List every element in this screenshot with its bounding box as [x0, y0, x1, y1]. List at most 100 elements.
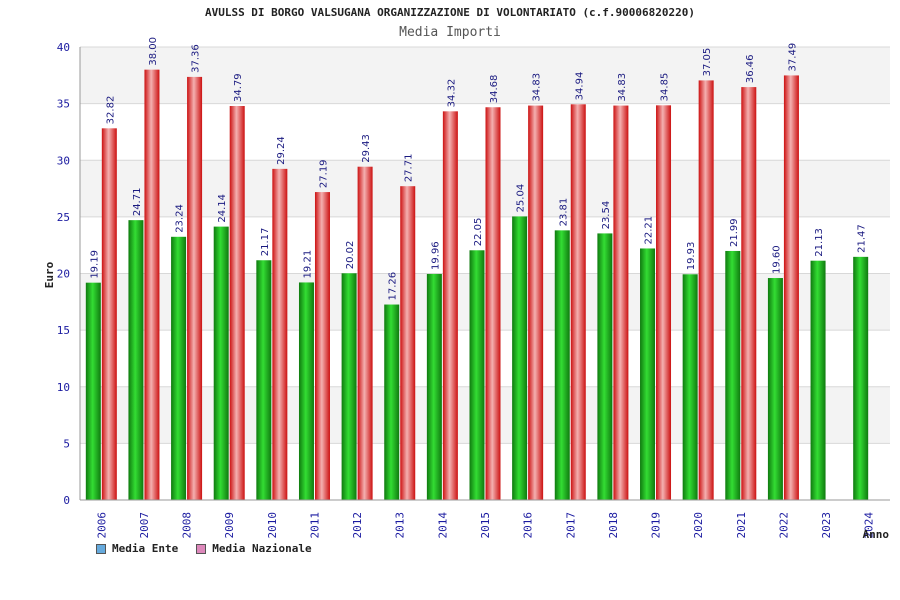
bar-media-ente [810, 260, 826, 500]
bar-media-ente [725, 250, 741, 500]
x-tick-label: 2007 [138, 512, 151, 539]
bar-media-ente [682, 274, 698, 500]
x-tick-label: 2013 [394, 512, 407, 539]
x-tick-label: 2014 [436, 512, 449, 539]
data-label: 29.24 [276, 136, 287, 165]
y-tick-label: 15 [57, 324, 70, 337]
chart-title: AVULSS DI BORGO VALSUGANA ORGANIZZAZIONE… [204, 6, 696, 19]
y-tick-label: 0 [63, 494, 70, 507]
bar-media-nazionale [741, 87, 757, 500]
bar-media-ente [640, 248, 656, 500]
y-axis-label: Euro [43, 261, 56, 288]
data-label: 38.00 [148, 37, 159, 66]
bars [85, 69, 869, 501]
data-label: 20.02 [345, 241, 356, 270]
bar-media-nazionale [314, 192, 330, 501]
bar-media-nazionale [698, 80, 714, 500]
x-tick-label: 2010 [266, 512, 279, 539]
data-label: 34.32 [446, 79, 457, 108]
bar-media-nazionale [400, 186, 416, 500]
bar-media-ente [128, 220, 144, 501]
bar-media-nazionale [442, 111, 458, 501]
y-tick-label: 30 [57, 154, 70, 167]
bar-media-nazionale [528, 105, 544, 501]
data-label: 34.68 [489, 75, 500, 104]
data-label: 19.60 [771, 245, 782, 274]
data-label: 23.54 [601, 201, 612, 230]
data-label: 34.94 [574, 72, 585, 101]
x-tick-label: 2024 [863, 512, 876, 539]
data-label: 23.24 [175, 204, 186, 233]
y-tick-label: 35 [57, 98, 70, 111]
data-label: 21.47 [857, 224, 868, 253]
data-label: 24.71 [132, 188, 143, 217]
y-tick-label: 25 [57, 211, 70, 224]
x-axis-label: Anno [863, 528, 890, 541]
axes: 0 5 10 15 20 25 30 35 40 2006 2007 2008 2009 2010 2011… [43, 41, 890, 541]
bar-media-ente [597, 233, 613, 501]
data-label: 37.49 [787, 43, 798, 72]
bar-media-ente [298, 282, 314, 500]
bar-media-nazionale [613, 105, 629, 501]
data-label: 37.05 [702, 48, 713, 77]
data-label: 34.83 [617, 73, 628, 102]
bar-media-ente [341, 273, 357, 500]
bar-media-nazionale [656, 105, 672, 500]
legend-item-media-nazionale: Media Nazionale [196, 542, 312, 555]
bar-media-ente [384, 304, 400, 500]
data-label: 37.36 [191, 44, 202, 73]
data-label: 17.26 [388, 272, 399, 301]
x-tick-label: 2021 [735, 512, 748, 539]
bar-media-nazionale [783, 75, 799, 500]
bar-media-ente [426, 273, 442, 500]
data-label: 22.05 [473, 218, 484, 247]
chart-subtitle: Media Importi [399, 25, 501, 40]
x-tick-label: 2006 [95, 512, 108, 539]
bar-media-nazionale [101, 128, 117, 500]
data-label: 27.19 [318, 159, 329, 188]
x-tick-label: 2023 [820, 512, 833, 539]
data-label: 21.99 [729, 218, 740, 247]
data-label: 19.19 [89, 250, 100, 279]
bar-media-nazionale [485, 107, 501, 501]
legend-item-media-ente: Media Ente [96, 542, 178, 555]
data-label: 34.83 [532, 73, 543, 102]
data-label: 21.17 [260, 228, 271, 257]
x-tick-label: 2018 [607, 512, 620, 539]
bar-media-ente [469, 250, 485, 500]
data-label: 34.79 [233, 73, 244, 102]
bar-media-ente [554, 230, 570, 500]
x-tick-label: 2016 [522, 512, 535, 539]
bar-media-ente [512, 216, 528, 500]
x-tick-label: 2019 [650, 512, 663, 539]
data-label: 36.46 [745, 54, 756, 83]
data-label: 24.14 [217, 194, 228, 223]
x-tick-label: 2017 [564, 512, 577, 539]
bar-media-nazionale [272, 168, 288, 500]
data-label: 23.81 [558, 198, 569, 227]
y-tick-label: 5 [63, 437, 70, 450]
bar-media-nazionale [187, 76, 203, 500]
x-tick-label: 2022 [777, 512, 790, 539]
bar-media-nazionale [357, 166, 373, 500]
bar-media-nazionale [144, 69, 160, 501]
legend-label: Media Ente [112, 542, 179, 555]
y-tick-label: 20 [57, 268, 70, 281]
data-label: 34.85 [660, 73, 671, 102]
legend-label: Media Nazionale [212, 542, 312, 555]
x-tick-label: 2015 [479, 512, 492, 539]
bar-media-nazionale [229, 106, 245, 501]
bar-media-ente [853, 256, 869, 500]
data-label: 32.82 [105, 96, 116, 125]
bar-media-nazionale [570, 104, 586, 500]
x-tick-label: 2020 [692, 512, 705, 539]
bar-media-ente [171, 236, 187, 500]
legend-swatch [196, 543, 207, 554]
x-tick-label: 2009 [223, 512, 236, 539]
bar-media-ente [256, 260, 272, 500]
bar-media-ente [85, 282, 101, 500]
legend-swatch [96, 543, 106, 554]
data-label: 19.93 [686, 242, 697, 271]
bar-media-ente [213, 226, 229, 500]
